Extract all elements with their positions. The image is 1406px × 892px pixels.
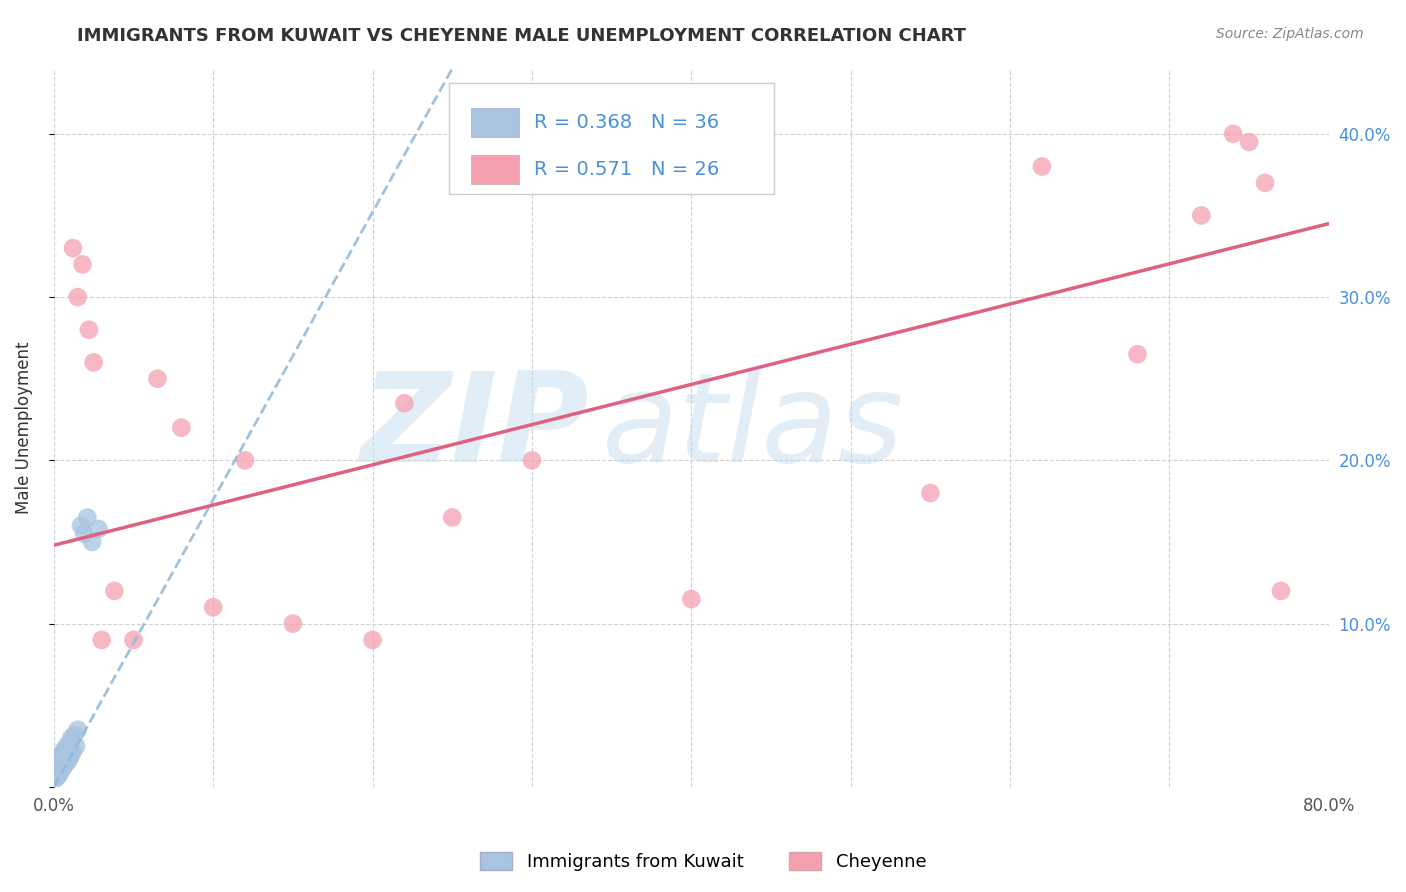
Point — [63, 728, 86, 742]
Point — [281, 616, 304, 631]
Point — [103, 583, 125, 598]
Point — [51, 762, 73, 776]
Point — [361, 632, 384, 647]
Point — [59, 736, 82, 750]
Point — [51, 754, 73, 768]
Point — [73, 526, 96, 541]
Text: R = 0.368   N = 36: R = 0.368 N = 36 — [534, 113, 720, 132]
Text: Source: ZipAtlas.com: Source: ZipAtlas.com — [1216, 27, 1364, 41]
Point — [441, 510, 464, 524]
Point — [1237, 135, 1260, 149]
Point — [46, 760, 69, 774]
Point — [55, 739, 77, 753]
Point — [1222, 127, 1244, 141]
Point — [52, 752, 75, 766]
Point — [80, 535, 103, 549]
Point — [56, 742, 79, 756]
Point — [46, 770, 69, 784]
Point — [65, 739, 87, 753]
Point — [56, 754, 79, 768]
Point — [48, 756, 70, 770]
Point — [52, 744, 75, 758]
Point — [1126, 347, 1149, 361]
Point — [44, 766, 66, 780]
Point — [87, 522, 110, 536]
Point — [60, 747, 83, 762]
Point — [49, 750, 72, 764]
Text: IMMIGRANTS FROM KUWAIT VS CHEYENNE MALE UNEMPLOYMENT CORRELATION CHART: IMMIGRANTS FROM KUWAIT VS CHEYENNE MALE … — [77, 27, 966, 45]
Text: atlas: atlas — [602, 368, 904, 488]
Text: R = 0.571   N = 26: R = 0.571 N = 26 — [534, 161, 720, 179]
Point — [1270, 583, 1292, 598]
Point — [681, 592, 703, 607]
Point — [202, 600, 225, 615]
Point — [1031, 160, 1053, 174]
Bar — [471, 108, 519, 136]
Point — [66, 290, 89, 304]
Point — [122, 632, 145, 647]
Point — [77, 323, 100, 337]
Point — [146, 372, 169, 386]
Point — [66, 723, 89, 737]
Point — [62, 241, 84, 255]
Point — [90, 632, 112, 647]
Point — [53, 756, 76, 771]
Y-axis label: Male Unemployment: Male Unemployment — [15, 342, 32, 514]
Point — [53, 748, 76, 763]
Point — [48, 768, 70, 782]
Point — [83, 355, 105, 369]
Point — [233, 453, 256, 467]
Point — [76, 510, 98, 524]
Bar — [471, 155, 519, 184]
Point — [48, 764, 70, 778]
Point — [72, 257, 94, 271]
Point — [60, 731, 83, 745]
Point — [55, 756, 77, 770]
Point — [520, 453, 543, 467]
FancyBboxPatch shape — [449, 83, 775, 194]
Point — [59, 750, 82, 764]
Point — [170, 420, 193, 434]
Text: ZIP: ZIP — [360, 368, 589, 488]
Legend: Immigrants from Kuwait, Cheyenne: Immigrants from Kuwait, Cheyenne — [472, 845, 934, 879]
Point — [52, 760, 75, 774]
Point — [1189, 209, 1212, 223]
Point — [70, 518, 93, 533]
Point — [49, 765, 72, 780]
Point — [1254, 176, 1277, 190]
Point — [49, 758, 72, 772]
Point — [55, 746, 77, 760]
Point — [44, 772, 66, 786]
Point — [51, 747, 73, 762]
Point — [394, 396, 416, 410]
Point — [62, 744, 84, 758]
Point — [920, 486, 942, 500]
